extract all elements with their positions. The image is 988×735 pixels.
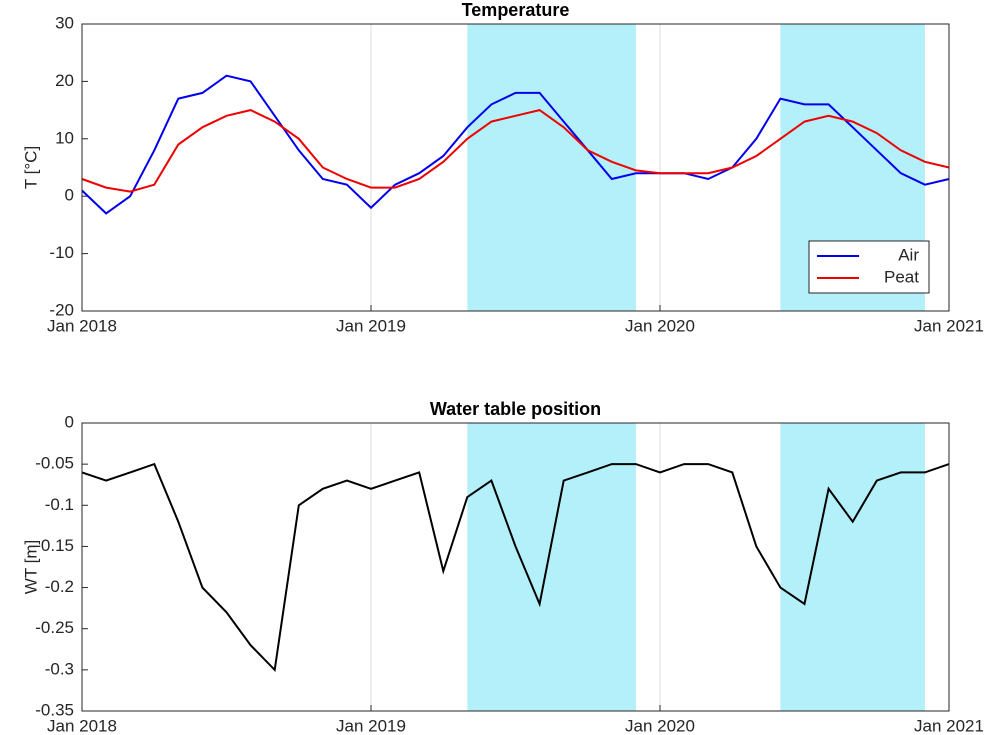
y-axis-label: WT [m] <box>21 540 40 594</box>
legend-box <box>808 240 930 294</box>
y-tick-label: 30 <box>55 13 74 32</box>
y-tick-label: -0.05 <box>35 454 74 473</box>
y-tick-label: -0.2 <box>45 577 74 596</box>
y-tick-label: -0.1 <box>45 495 74 514</box>
x-tick-label: Jan 2019 <box>336 716 406 735</box>
x-tick-label: Jan 2021 <box>914 716 984 735</box>
y-tick-label: 0 <box>65 186 74 205</box>
data-line <box>81 109 950 193</box>
y-tick-label: -20 <box>49 300 74 319</box>
x-tick-label: Jan 2018 <box>47 716 117 735</box>
y-axis-label: T [°C] <box>21 146 40 189</box>
x-tick-label: Jan 2020 <box>625 316 695 335</box>
y-tick-label: 0 <box>65 412 74 431</box>
legend-label: Peat <box>884 267 919 286</box>
x-tick-label: Jan 2018 <box>47 316 117 335</box>
x-tick-label: Jan 2019 <box>336 316 406 335</box>
chart-title: Water table position <box>430 399 601 419</box>
y-tick-label: -0.35 <box>35 700 74 719</box>
y-tick-label: -10 <box>49 243 74 262</box>
shaded-period <box>780 423 925 711</box>
y-tick-label: -0.25 <box>35 618 74 637</box>
legend: Air Peat <box>808 240 930 294</box>
axes-box <box>81 23 950 312</box>
data-line <box>81 462 950 673</box>
y-tick-label: -0.3 <box>45 659 74 678</box>
y-tick-label: -0.15 <box>35 536 74 555</box>
chart-title: Temperature <box>462 0 570 20</box>
data-line <box>81 74 950 215</box>
shaded-period <box>467 24 636 311</box>
shaded-period <box>467 423 636 711</box>
y-tick-label: 10 <box>55 128 74 147</box>
legend-label: Air <box>898 245 919 264</box>
y-tick-label: 20 <box>55 71 74 90</box>
x-tick-label: Jan 2021 <box>914 316 984 335</box>
x-tick-label: Jan 2020 <box>625 716 695 735</box>
axes-box <box>81 422 950 712</box>
